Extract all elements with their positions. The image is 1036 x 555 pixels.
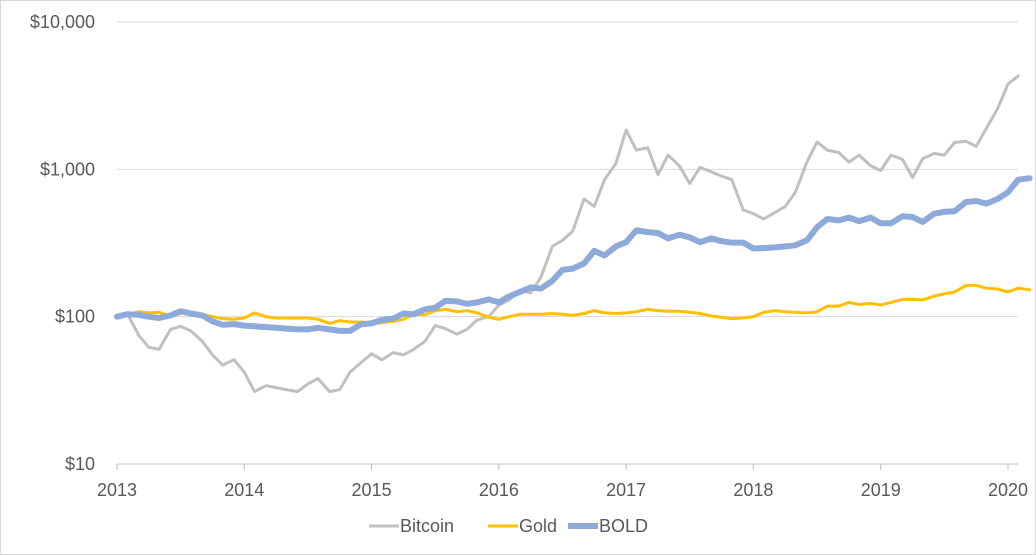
x-tick-label: 2016 [479, 480, 519, 500]
y-tick-label: $1,000 [40, 159, 95, 179]
series-line-bitcoin [115, 74, 1020, 394]
legend-label: Gold [519, 516, 557, 536]
x-axis [116, 463, 1018, 470]
x-tick-label: 2015 [352, 480, 392, 500]
legend: Bitcoin Gold BOLD [369, 516, 648, 536]
legend-item-bitcoin: Bitcoin [369, 516, 454, 536]
x-axis-labels: 2013 2014 2015 2016 2017 2018 2019 2020 [97, 480, 1028, 500]
legend-label: Bitcoin [400, 516, 454, 536]
y-tick-label: $10,000 [30, 12, 95, 32]
series-line-bold [114, 175, 1033, 334]
x-tick-label: 2014 [224, 480, 264, 500]
legend-label: BOLD [599, 516, 648, 536]
y-tick-label: $10 [65, 454, 95, 474]
series-line-gold [115, 283, 1032, 325]
x-tick-label: 2017 [606, 480, 646, 500]
legend-item-bold: BOLD [568, 516, 648, 536]
x-tick-label: 2020 [988, 480, 1028, 500]
legend-item-gold: Gold [488, 516, 557, 536]
x-tick-label: 2018 [733, 480, 773, 500]
y-axis-labels: $10 $100 $1,000 $10,000 [30, 12, 95, 474]
y-tick-label: $100 [55, 307, 95, 327]
x-tick-label: 2019 [861, 480, 901, 500]
series-lines [114, 74, 1033, 394]
x-tick-label: 2013 [97, 480, 137, 500]
